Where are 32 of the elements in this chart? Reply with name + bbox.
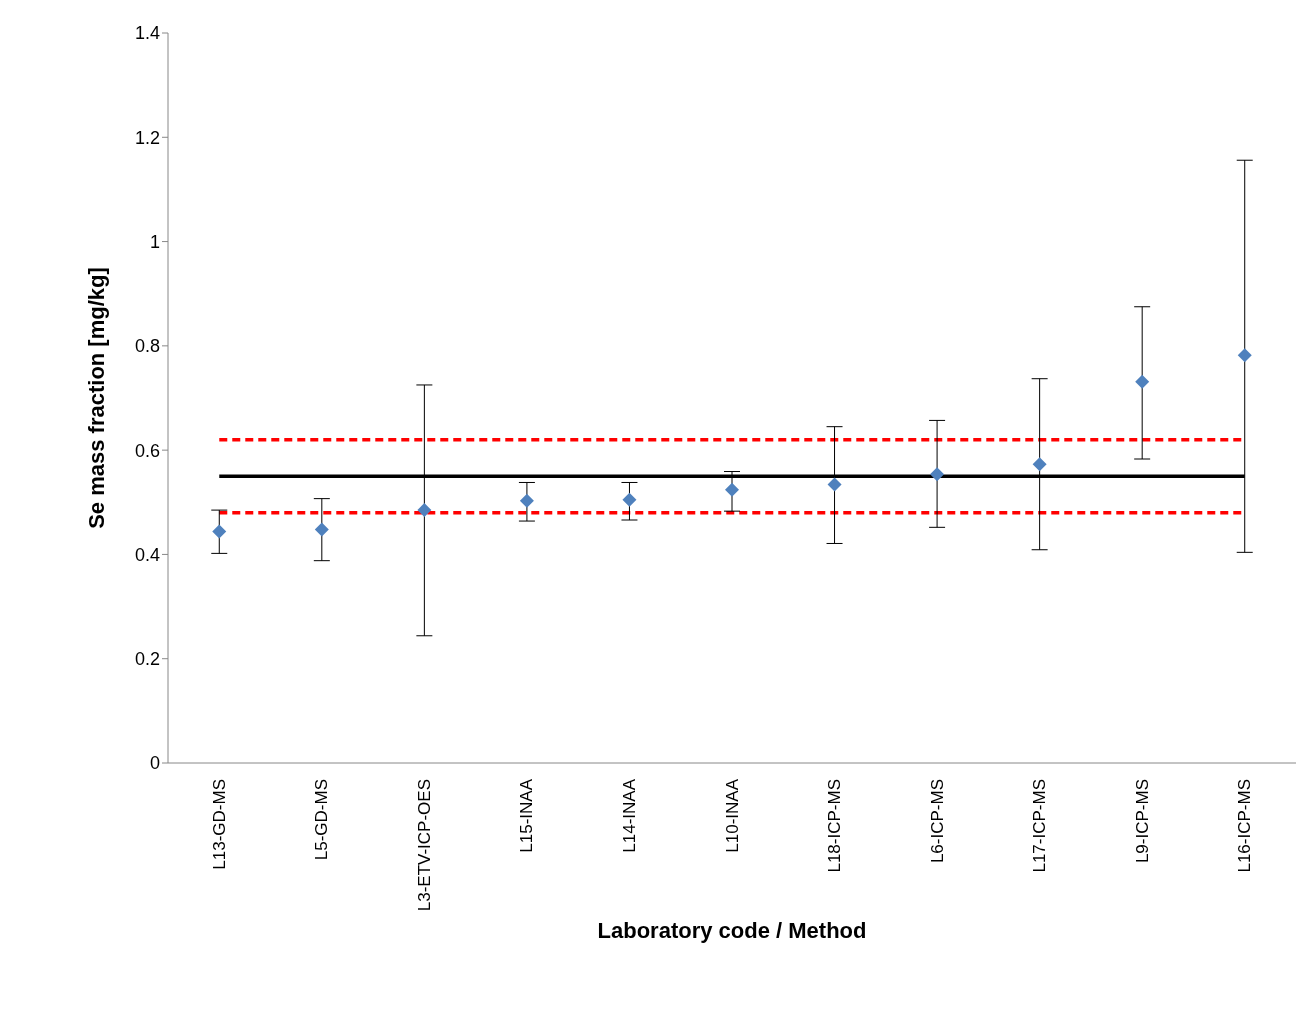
point: [1237, 348, 1252, 363]
x-tick-label: L6-ICP-MS: [927, 779, 947, 864]
y-tick-label: 1: [149, 231, 160, 252]
point: [622, 492, 637, 507]
y-tick-label: 0: [149, 753, 160, 774]
x-tick-label: L15-INAA: [517, 778, 537, 853]
x-tick-label: L16-ICP-MS: [1235, 779, 1255, 873]
x-axis-title: Laboratory code / Method: [597, 918, 867, 943]
y-tick-label: 0.4: [134, 544, 160, 565]
y-axis-title: Se mass fraction [mg/kg]: [83, 267, 109, 529]
x-tick-label: L18-ICP-MS: [825, 779, 845, 873]
x-tick-label: L13-GD-MS: [209, 779, 229, 870]
point: [519, 493, 534, 508]
x-tick-label: L3-ETV-ICP-OES: [414, 779, 434, 912]
point: [314, 522, 329, 537]
x-tick-label: L9-ICP-MS: [1132, 779, 1152, 864]
point: [725, 482, 739, 497]
x-tick-label: L14-INAA: [619, 778, 639, 853]
y-tick-label: 1.4: [134, 23, 160, 44]
y-tick-label: 0.6: [134, 440, 160, 461]
y-tick-label: 0.2: [134, 649, 160, 670]
point: [827, 477, 842, 492]
x-tick-label: L17-ICP-MS: [1030, 779, 1050, 873]
y-tick-label: 1.2: [134, 127, 160, 148]
point: [417, 503, 432, 518]
point: [1032, 457, 1047, 472]
point: [212, 524, 227, 539]
point: [1135, 374, 1150, 389]
x-tick-label: L10-INAA: [722, 778, 742, 853]
point: [930, 467, 945, 482]
y-tick-label: 0.8: [134, 336, 160, 357]
x-tick-label: L5-GD-MS: [312, 779, 332, 861]
